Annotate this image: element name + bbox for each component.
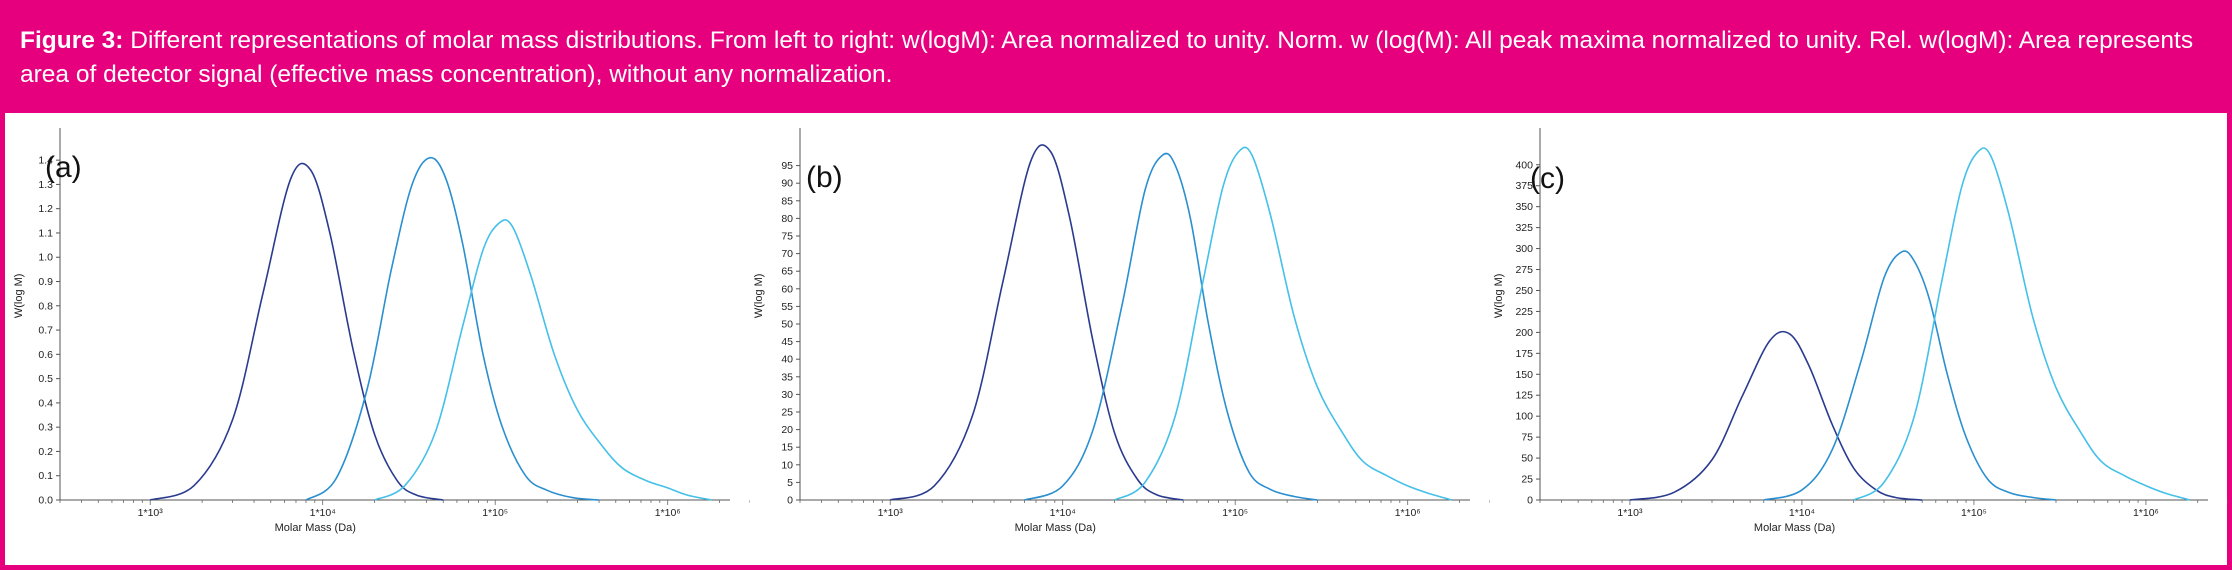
y-tick-label: 0.6 xyxy=(38,349,53,361)
y-tick-label: 80 xyxy=(781,213,793,225)
plot-area: 0.0 0.1 0.2 0.3 0.4 0.5 0.6 0.7 0.8 0.9 1.0 1.1 1.2 1… xyxy=(13,128,750,534)
series-line-2 xyxy=(305,156,600,501)
y-tick-label: 55 xyxy=(781,301,793,313)
y-tick-label: 125 xyxy=(1515,390,1533,402)
y-tick-label: 50 xyxy=(1521,453,1533,465)
figure-label: Figure 3: xyxy=(20,27,124,54)
y-tick-label: 15 xyxy=(781,442,793,454)
y-tick-label: 75 xyxy=(1521,432,1533,444)
y-tick-label: 0.1 xyxy=(38,470,53,482)
x-axis-title: Molar Mass (Da) xyxy=(1754,522,1835,534)
x-tick-label: 1*10⁵ xyxy=(1961,507,1987,519)
x-axis-title: Molar Mass (Da) xyxy=(275,522,356,534)
series-line-1 xyxy=(149,162,444,501)
x-tick-label: 1*10⁶ xyxy=(655,507,681,519)
y-tick-label: 40 xyxy=(781,354,793,366)
x-tick-label: 1*10³ xyxy=(138,507,164,519)
y-tick-label: 50 xyxy=(781,319,793,331)
x-tick-label: 1*10⁵ xyxy=(1222,507,1248,519)
y-tick-label: 300 xyxy=(1515,243,1533,255)
y-tick-label: 0.5 xyxy=(38,373,53,385)
y-tick-label: 1.0 xyxy=(38,252,53,264)
y-axis-title: W(log M) xyxy=(753,274,765,319)
panel-label: (a) xyxy=(45,151,82,184)
y-tick-label: 175 xyxy=(1515,348,1533,360)
x-tick-label: 1*10⁴ xyxy=(310,507,336,519)
y-tick-label: 250 xyxy=(1515,285,1533,297)
y-tick-label: 75 xyxy=(781,231,793,243)
y-tick-label: 20 xyxy=(781,424,793,436)
y-tick-label: 10 xyxy=(781,459,793,471)
y-tick-label: 150 xyxy=(1515,369,1533,381)
y-tick-label: 5 xyxy=(787,477,793,489)
y-axis-title: W(log M) xyxy=(1493,274,1505,319)
y-tick-label: 1.3 xyxy=(38,179,53,191)
y-tick-label: 65 xyxy=(781,266,793,278)
y-tick-label: 0.7 xyxy=(38,325,53,337)
y-tick-label: 200 xyxy=(1515,327,1533,339)
y-tick-label: 1.1 xyxy=(38,227,53,239)
y-tick-label: 325 xyxy=(1515,222,1533,234)
x-tick-label: 1*10⁶ xyxy=(1395,507,1421,519)
y-tick-label: 0 xyxy=(787,495,793,507)
figure-caption: Figure 3: Different representations of m… xyxy=(20,24,2210,92)
y-tick-label: 100 xyxy=(1515,411,1533,423)
x-tick-label: 1*10⁶ xyxy=(2133,507,2159,519)
x-tick-label: 1*10³ xyxy=(1617,507,1643,519)
y-tick-label: 25 xyxy=(1521,474,1533,486)
y-tick-label: 400 xyxy=(1515,159,1533,171)
x-tick-label: 1*10⁵ xyxy=(482,507,508,519)
y-axis-title: W(log M) xyxy=(13,274,25,319)
y-tick-label: 95 xyxy=(781,160,793,172)
y-tick-label: 60 xyxy=(781,283,793,295)
x-tick-label: 1*10⁴ xyxy=(1789,507,1815,519)
y-tick-label: 275 xyxy=(1515,264,1533,276)
chart-b: 0 5 10 15 20 25 30 35 40 45 50 55 60 65 70 75 80 85 90 95 1*… xyxy=(753,128,1490,534)
x-tick-label: 1*10³ xyxy=(878,507,904,519)
chart-a: 0.0 0.1 0.2 0.3 0.4 0.5 0.6 0.7 0.8 0.9 1.0 1.1 1.2 1… xyxy=(13,128,750,534)
y-tick-label: 0.3 xyxy=(38,422,53,434)
y-tick-label: 1.4 xyxy=(38,155,53,167)
y-tick-label: 225 xyxy=(1515,306,1533,318)
y-tick-label: 35 xyxy=(781,371,793,383)
plot-area: 0 25 50 75 100 125 150 175 200 225 250 275 300 325 350… xyxy=(1493,128,2228,534)
chart-c: 0 25 50 75 100 125 150 175 200 225 250 275 300 325 350… xyxy=(1493,128,2228,534)
series-line-3 xyxy=(1114,146,1452,501)
series-line-2 xyxy=(1024,152,1318,501)
y-tick-label: 70 xyxy=(781,248,793,260)
y-tick-label: 0.9 xyxy=(38,276,53,288)
series-line-3 xyxy=(374,218,712,501)
plot-area: 0 5 10 15 20 25 30 35 40 45 50 55 60 65 70 75 80 85 90 95 1*… xyxy=(753,128,1490,534)
y-tick-label: 30 xyxy=(781,389,793,401)
y-tick-label: 350 xyxy=(1515,201,1533,213)
series-line-2 xyxy=(1763,250,2057,501)
y-tick-label: 1.2 xyxy=(38,203,53,215)
x-axis-title: Molar Mass (Da) xyxy=(1015,522,1096,534)
y-tick-label: 0.2 xyxy=(38,446,53,458)
y-tick-label: 90 xyxy=(781,178,793,190)
caption-bar: Figure 3: Different representations of m… xyxy=(0,0,2232,113)
y-tick-label: 0 xyxy=(1527,495,1533,507)
x-tick-label: 1*10⁴ xyxy=(1050,507,1076,519)
series-line-1 xyxy=(889,144,1184,501)
y-tick-label: 45 xyxy=(781,336,793,348)
series-line-1 xyxy=(1629,330,1923,501)
y-tick-label: 0.4 xyxy=(38,397,53,409)
y-tick-label: 85 xyxy=(781,195,793,207)
caption-text: Different representations of molar mass … xyxy=(20,27,2194,88)
y-tick-label: 0.8 xyxy=(38,300,53,312)
series-line-3 xyxy=(1853,147,2191,501)
panel-label: (c) xyxy=(1530,162,1565,195)
y-tick-label: 0.0 xyxy=(38,495,53,507)
y-tick-label: 25 xyxy=(781,407,793,419)
y-tick-label: 375 xyxy=(1515,180,1533,192)
panel-label: (b) xyxy=(806,161,843,194)
